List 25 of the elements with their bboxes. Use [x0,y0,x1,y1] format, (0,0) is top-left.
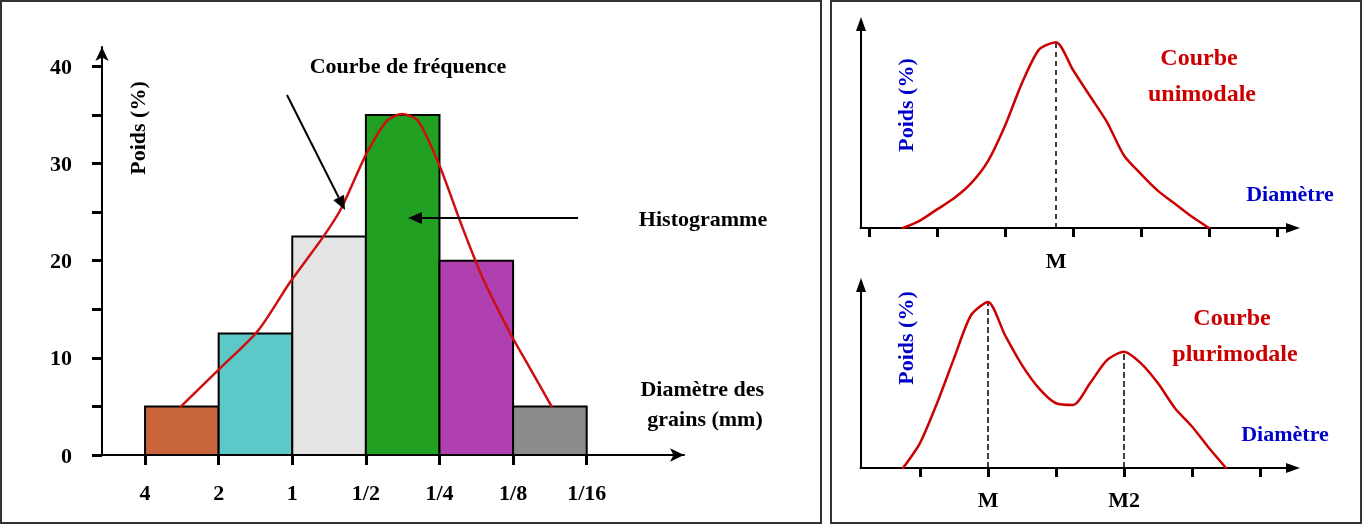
x-tick-label: 2 [213,479,225,505]
x-axis-title: Diamètre [1246,180,1334,206]
y-axis-title: Poids (%) [892,291,918,385]
x-tick-label: 1/2 [351,479,380,505]
y-tick-label: 10 [50,345,72,371]
y-axis-title: Poids (%) [124,81,150,175]
y-axis-title: Poids (%) [892,58,918,152]
y-tick-label: 20 [50,248,72,274]
y-tick-label: 40 [50,53,72,79]
x-tick-label: M2 [1108,486,1140,512]
series-label: Courbe unimodale [1147,44,1257,106]
y-tick-label: 0 [61,442,72,468]
x-tick-label: 1 [286,479,298,505]
x-tick-label: 4 [139,479,151,505]
text: M [1045,247,1067,273]
x-tick-label: 1/8 [499,479,528,505]
x-axis-title: Diamètre [1241,420,1329,446]
series-label: Courbe plurimodale [1172,304,1299,366]
x-tick-label: 1/4 [425,479,454,505]
x-tick-label: M [977,486,999,512]
y-tick-label: 30 [50,151,72,177]
annotation: Histogramme [638,205,768,231]
annotation: Courbe de fréquence [309,52,507,78]
x-tick-label: 1/16 [567,479,607,505]
x-axis-title: Diamètre des grains (mm) [640,375,770,431]
